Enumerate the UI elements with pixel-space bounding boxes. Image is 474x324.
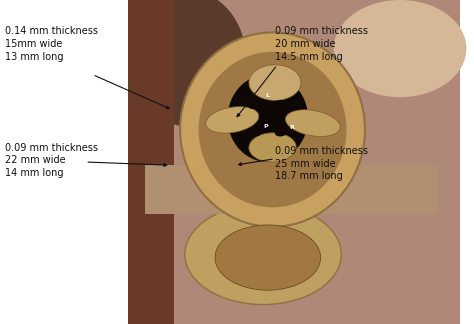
- Text: P: P: [263, 124, 268, 129]
- Ellipse shape: [199, 52, 346, 207]
- Ellipse shape: [185, 204, 341, 305]
- Ellipse shape: [249, 133, 296, 162]
- Bar: [128, 0, 460, 324]
- Text: 0.09 mm thickness
22 mm wide
14 mm long: 0.09 mm thickness 22 mm wide 14 mm long: [5, 143, 98, 178]
- Text: 0.09 mm thickness
25 mm wide
18.7 mm long: 0.09 mm thickness 25 mm wide 18.7 mm lon…: [275, 146, 368, 181]
- Bar: [128, 0, 174, 324]
- Ellipse shape: [249, 65, 301, 100]
- Bar: [145, 165, 437, 214]
- Ellipse shape: [334, 0, 466, 97]
- Ellipse shape: [248, 100, 261, 109]
- Ellipse shape: [248, 128, 261, 136]
- Ellipse shape: [215, 225, 320, 290]
- Ellipse shape: [206, 107, 259, 133]
- Ellipse shape: [130, 0, 246, 126]
- Ellipse shape: [274, 128, 288, 136]
- Ellipse shape: [180, 32, 365, 227]
- Text: R: R: [289, 125, 294, 131]
- Ellipse shape: [228, 75, 308, 162]
- Text: 0.09 mm thickness
20 mm wide
14.5 mm long: 0.09 mm thickness 20 mm wide 14.5 mm lon…: [275, 26, 368, 62]
- Text: 0.14 mm thickness
15mm wide
13 mm long: 0.14 mm thickness 15mm wide 13 mm long: [5, 26, 98, 62]
- Ellipse shape: [274, 100, 288, 109]
- Ellipse shape: [285, 110, 340, 136]
- Text: L: L: [266, 93, 270, 98]
